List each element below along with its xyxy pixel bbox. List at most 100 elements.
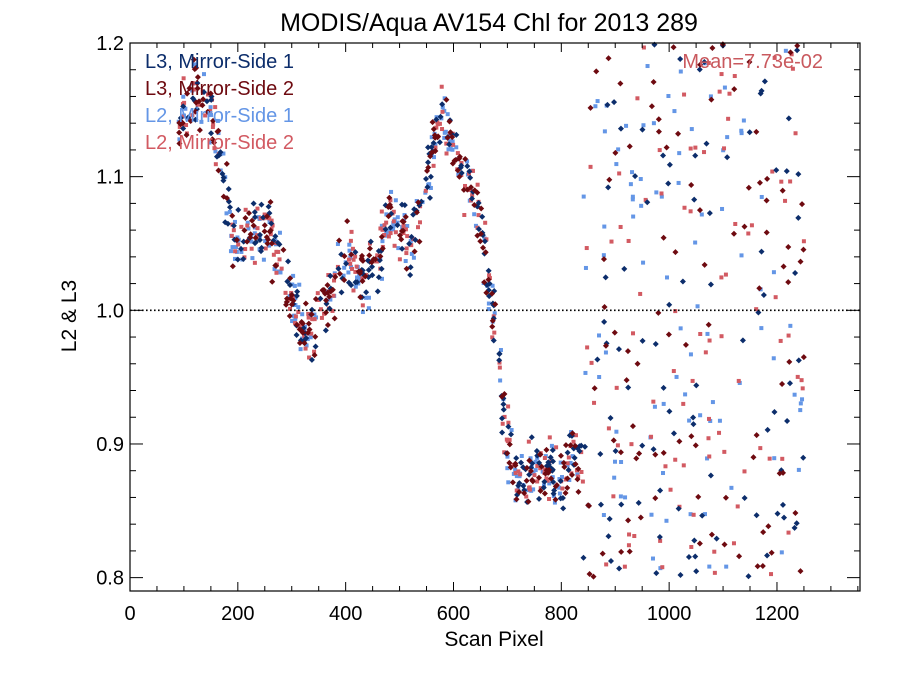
point-series-1 bbox=[794, 47, 801, 54]
point-series-1 bbox=[639, 126, 646, 133]
x-axis: 0 200 400 600 800 1000 1200 bbox=[124, 43, 859, 625]
point-series-3 bbox=[298, 347, 303, 352]
point-series-3 bbox=[181, 94, 186, 99]
point-series-2 bbox=[215, 167, 222, 174]
point-series-4 bbox=[681, 401, 686, 406]
point-series-1 bbox=[234, 256, 241, 263]
point-series-3 bbox=[616, 147, 621, 152]
point-series-1 bbox=[185, 114, 192, 121]
point-series-2 bbox=[546, 466, 553, 473]
point-series-4 bbox=[384, 220, 389, 225]
point-series-4 bbox=[772, 55, 777, 60]
point-series-2 bbox=[797, 258, 804, 265]
point-series-4 bbox=[758, 446, 763, 451]
point-series-4 bbox=[319, 315, 324, 320]
point-series-4 bbox=[455, 151, 460, 156]
point-series-1 bbox=[508, 431, 515, 438]
point-series-3 bbox=[739, 253, 744, 258]
point-series-3 bbox=[552, 500, 557, 505]
chart-title: MODIS/Aqua AV154 Chl for 2013 289 bbox=[280, 9, 698, 37]
y-tick-label: 0.9 bbox=[96, 434, 124, 456]
point-series-3 bbox=[739, 128, 744, 133]
point-series-4 bbox=[435, 120, 440, 125]
x-tick-label: 800 bbox=[545, 603, 578, 625]
point-series-4 bbox=[629, 442, 634, 447]
point-series-4 bbox=[231, 228, 236, 233]
point-series-1 bbox=[606, 515, 613, 522]
point-series-4 bbox=[440, 127, 445, 132]
point-series-4 bbox=[617, 171, 622, 176]
point-series-3 bbox=[514, 474, 519, 479]
point-series-3 bbox=[509, 428, 514, 433]
point-series-3 bbox=[239, 249, 244, 254]
point-series-2 bbox=[779, 187, 786, 194]
point-series-3 bbox=[513, 467, 518, 472]
point-series-1 bbox=[345, 279, 352, 286]
point-series-1 bbox=[230, 222, 237, 229]
point-series-4 bbox=[767, 456, 772, 461]
point-series-3 bbox=[395, 215, 400, 220]
point-series-2 bbox=[568, 471, 575, 478]
point-series-1 bbox=[520, 482, 527, 489]
point-series-3 bbox=[613, 459, 618, 464]
point-series-2 bbox=[326, 293, 333, 300]
point-series-2 bbox=[312, 333, 319, 340]
point-series-2 bbox=[190, 56, 197, 63]
x-tick-label: 600 bbox=[437, 603, 470, 625]
point-series-4 bbox=[346, 257, 351, 262]
point-series-3 bbox=[689, 127, 694, 132]
point-series-3 bbox=[661, 401, 666, 406]
point-series-1 bbox=[189, 95, 196, 102]
point-series-4 bbox=[249, 246, 254, 251]
point-series-4 bbox=[719, 72, 724, 77]
point-series-3 bbox=[443, 129, 448, 134]
point-series-2 bbox=[655, 116, 662, 123]
point-series-3 bbox=[379, 276, 384, 281]
point-series-4 bbox=[229, 233, 234, 238]
point-series-2 bbox=[223, 160, 230, 167]
point-series-2 bbox=[521, 490, 528, 497]
point-series-4 bbox=[332, 278, 337, 283]
point-series-2 bbox=[324, 321, 331, 328]
point-series-3 bbox=[342, 265, 347, 270]
point-series-1 bbox=[294, 288, 301, 295]
point-series-2 bbox=[501, 391, 508, 398]
point-series-4 bbox=[693, 145, 698, 150]
point-series-1 bbox=[657, 487, 664, 494]
point-series-3 bbox=[702, 512, 707, 517]
plot-frame bbox=[129, 42, 861, 592]
point-series-3 bbox=[717, 418, 722, 423]
point-series-2 bbox=[574, 476, 581, 483]
point-series-3 bbox=[227, 209, 232, 214]
point-series-3 bbox=[707, 564, 712, 569]
point-series-4 bbox=[283, 290, 288, 295]
point-series-2 bbox=[636, 450, 643, 457]
point-series-1 bbox=[784, 418, 791, 425]
point-series-2 bbox=[286, 313, 293, 320]
point-series-2 bbox=[244, 238, 251, 245]
point-series-4 bbox=[262, 212, 267, 217]
point-series-3 bbox=[779, 550, 784, 555]
point-series-4 bbox=[573, 433, 578, 438]
point-series-1 bbox=[365, 266, 372, 273]
point-series-3 bbox=[672, 109, 677, 114]
point-series-4 bbox=[277, 257, 282, 262]
point-series-3 bbox=[445, 112, 450, 117]
point-series-2 bbox=[567, 442, 574, 449]
legend-entry: L2, Mirror-Side 1 bbox=[145, 105, 294, 127]
point-series-3 bbox=[688, 352, 693, 357]
point-series-1 bbox=[536, 495, 543, 502]
point-series-2 bbox=[759, 563, 766, 570]
point-series-1 bbox=[666, 408, 673, 415]
point-series-2 bbox=[327, 288, 334, 295]
point-series-2 bbox=[464, 186, 471, 193]
point-series-4 bbox=[706, 61, 711, 66]
point-series-1 bbox=[795, 171, 802, 178]
point-series-3 bbox=[446, 147, 451, 152]
point-series-3 bbox=[737, 380, 742, 385]
point-series-1 bbox=[265, 203, 272, 210]
point-series-2 bbox=[753, 432, 760, 439]
point-series-4 bbox=[462, 212, 467, 217]
point-series-4 bbox=[502, 414, 507, 419]
point-series-3 bbox=[492, 311, 497, 316]
